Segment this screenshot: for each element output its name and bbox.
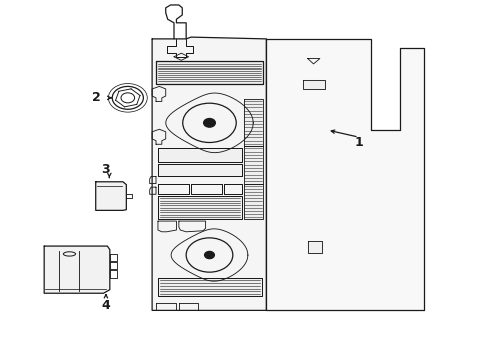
Polygon shape xyxy=(243,146,263,184)
Polygon shape xyxy=(158,196,242,219)
Text: 3: 3 xyxy=(102,163,110,176)
Polygon shape xyxy=(243,184,263,219)
Polygon shape xyxy=(266,39,424,310)
Polygon shape xyxy=(158,278,261,296)
Text: 1: 1 xyxy=(354,136,363,149)
Polygon shape xyxy=(302,80,324,89)
Polygon shape xyxy=(158,148,242,162)
Polygon shape xyxy=(156,62,263,84)
Polygon shape xyxy=(96,182,126,210)
Circle shape xyxy=(203,118,215,127)
Polygon shape xyxy=(152,37,266,310)
Text: 4: 4 xyxy=(102,298,110,311)
Polygon shape xyxy=(44,246,110,293)
Text: 2: 2 xyxy=(92,91,101,104)
Circle shape xyxy=(204,251,214,258)
Polygon shape xyxy=(307,241,322,253)
Polygon shape xyxy=(158,164,242,176)
Polygon shape xyxy=(243,99,263,146)
